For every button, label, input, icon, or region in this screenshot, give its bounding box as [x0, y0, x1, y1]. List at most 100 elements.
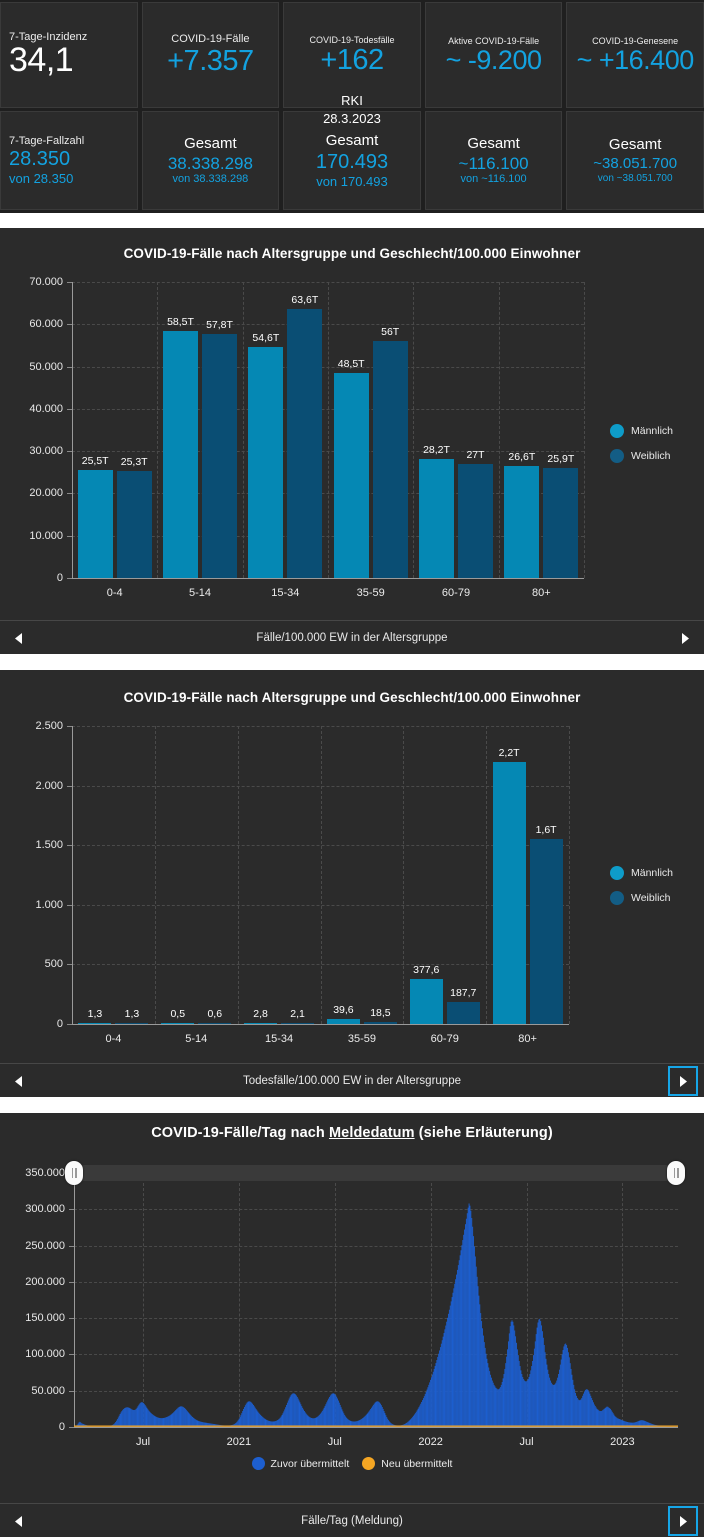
chart-ytick-label: 0	[58, 1421, 65, 1433]
legend-color-dot	[610, 449, 624, 463]
chart-xcat-label: 35-59	[356, 587, 385, 599]
chart3-range-handle-left[interactable]	[65, 1161, 83, 1185]
chart-ytick-label: 200.000	[25, 1275, 65, 1288]
chart-ytick-label: 100.000	[25, 1348, 65, 1361]
panel-separator-1	[0, 213, 704, 228]
chart3-legend-item: Zuvor übermittelt	[251, 1457, 349, 1470]
kpi-tile-7day-incidence[interactable]: 7-Tage-Inzidenz 34,1	[0, 2, 138, 108]
chart-ytick-label: 30.000	[29, 445, 63, 458]
chart-ytick	[69, 1427, 74, 1428]
chart1-xaxis-caption: Fälle/100.000 EW in der Altersgruppe	[256, 632, 448, 644]
kpi-tile-7day-caseload[interactable]: 7-Tage-Fallzahl 28.350 von 28.350	[0, 111, 138, 210]
kpi-label: COVID-19-Genesene	[592, 35, 679, 46]
kpi-label: 7-Tage-Inzidenz	[9, 30, 88, 43]
chart-ytick	[67, 904, 72, 906]
chart-ytick-label: 60.000	[29, 318, 63, 331]
chart-vgridline	[498, 282, 500, 578]
chart-yaxis-line	[74, 1173, 75, 1427]
chart-ytick-label: 500	[44, 958, 63, 971]
chart-bar	[281, 1022, 315, 1024]
kpi-tile-recovered-total[interactable]: Gesamt ~38.051.700 von ~38.051.700	[566, 111, 704, 210]
chart-bar-value-label: 377,6	[413, 963, 440, 976]
chart1-prev-arrow-icon[interactable]	[8, 627, 30, 649]
kpi-tile-covid-cases[interactable]: COVID-19-Fälle +7.357	[141, 2, 280, 108]
chart1-next-arrow-icon[interactable]	[674, 627, 696, 649]
chart-bar-value-label: 2,8	[253, 1007, 268, 1020]
chart3-prev-arrow-icon[interactable]	[8, 1510, 30, 1532]
chart-bar-value-label: 0,6	[207, 1007, 223, 1020]
chart-xcat-label: 15-34	[265, 1033, 294, 1045]
chart-bar-value-label: 1,3	[87, 1007, 103, 1020]
chart-xaxis-line	[72, 578, 584, 579]
chart3-range-scrollbar[interactable]	[74, 1165, 676, 1181]
chart-vgridline	[569, 726, 570, 1024]
chart2-xaxis-caption: Todesfälle/100.000 EW in der Altersgrupp…	[243, 1075, 461, 1087]
kpi-tile-cases-total[interactable]: Gesamt 38.338.298 von 38.338.298	[141, 111, 280, 210]
chart-bar-value-label: 2,2T	[498, 746, 520, 759]
chart3-legend-item: Neu übermittelt	[362, 1457, 452, 1470]
chart-xtick-label: Jul	[135, 1436, 151, 1448]
kpi-of-value: von 170.493	[316, 173, 388, 189]
kpi-value: 38.338.298	[167, 153, 253, 173]
chart-xtick-label: Jul	[519, 1436, 534, 1448]
chart-bar	[419, 458, 454, 578]
kpi-tile-deaths-total[interactable]: Gesamt 170.493 von 170.493	[283, 111, 421, 210]
chart-ytick	[67, 1024, 72, 1025]
chart-ytick	[69, 1318, 74, 1320]
kpi-value: ~116.100	[458, 153, 529, 173]
chart-bar-value-label: 25,9T	[547, 453, 575, 466]
chart-xcat-label: 0-4	[106, 587, 123, 599]
kpi-column-incidence: 7-Tage-Inzidenz 34,1 7-Tage-Fallzahl 28.…	[0, 2, 138, 211]
kpi-tile-active-total[interactable]: Gesamt ~116.100 von ~116.100	[424, 111, 563, 210]
legend-label: Männlich	[631, 867, 674, 879]
chart-bar-value-label: 26,6T	[508, 450, 536, 463]
chart2-next-arrow-icon[interactable]	[668, 1066, 698, 1096]
chart-ytick	[67, 324, 72, 326]
chart-ytick-label: 300.000	[25, 1203, 65, 1216]
kpi-tile-covid-deaths[interactable]: COVID-19-Todesfälle +162	[283, 2, 421, 108]
chart2-navbar: Todesfälle/100.000 EW in der Altersgrupp…	[0, 1063, 704, 1097]
chart-bar-value-label: 56T	[381, 326, 400, 339]
chart3-title-link[interactable]: Meldedatum	[329, 1125, 415, 1141]
kpi-label: Gesamt	[608, 136, 662, 154]
chart3-next-arrow-icon[interactable]	[668, 1506, 698, 1536]
chart-bar-value-label: 57,8T	[206, 318, 233, 331]
legend-row: Weiblich	[610, 449, 673, 463]
chart-xcat-label: 60-79	[441, 587, 471, 599]
chart-ytick-label: 150.000	[25, 1312, 65, 1325]
kpi-label: COVID-19-Fälle	[171, 33, 250, 46]
chart2-prev-arrow-icon[interactable]	[8, 1070, 30, 1092]
kpi-value: 170.493	[315, 150, 389, 173]
kpi-of-value: von 28.350	[9, 170, 74, 186]
chart3-title-prefix: COVID-19-Fälle/Tag nach	[151, 1125, 329, 1141]
chart2-legend: Männlich Weiblich	[610, 866, 673, 916]
kpi-of-value: von 38.338.298	[172, 173, 249, 186]
chart-ytick-label: 1.500	[35, 839, 63, 852]
chart-ytick-label: 10.000	[29, 529, 63, 542]
kpi-of-value: von ~116.100	[460, 173, 527, 186]
kpi-label: Gesamt	[467, 134, 520, 152]
chart-bar	[372, 341, 408, 578]
chart3-range-handle-right[interactable]	[667, 1161, 685, 1185]
kpi-value: ~38.051.700	[593, 155, 678, 173]
kpi-tile-recovered[interactable]: COVID-19-Genesene ~ +16.400	[566, 2, 704, 108]
chart-xcat-label: 60-79	[430, 1033, 459, 1045]
kpi-value: ~ +16.400	[576, 45, 695, 75]
chart-bar	[458, 463, 493, 578]
chart3-xaxis-caption: Fälle/Tag (Meldung)	[301, 1515, 403, 1527]
legend-row: Weiblich	[610, 891, 673, 905]
chart-bar	[163, 330, 198, 578]
kpi-tile-active-cases[interactable]: Aktive COVID-19-Fälle ~ -9.200	[424, 2, 563, 108]
chart-ytick	[69, 1390, 74, 1392]
chart-yaxis-line	[72, 282, 73, 578]
chart3-plot-area: 0 50.000 100.000 150.000 200.000 250.000 300.0…	[0, 1151, 704, 1473]
kpi-column-recovered: COVID-19-Genesene ~ +16.400 Gesamt ~38.0…	[566, 2, 704, 211]
chart-bar-value-label: 28,2T	[423, 443, 450, 456]
kpi-band: 7-Tage-Inzidenz 34,1 7-Tage-Fallzahl 28.…	[0, 0, 704, 213]
chart-ytick	[69, 1281, 74, 1283]
chart-ytick-label: 20.000	[29, 487, 63, 500]
chart-ytick-label: 50.000	[29, 360, 63, 373]
chart-ytick-label: 2.000	[35, 779, 63, 792]
chart-ytick	[67, 845, 72, 847]
